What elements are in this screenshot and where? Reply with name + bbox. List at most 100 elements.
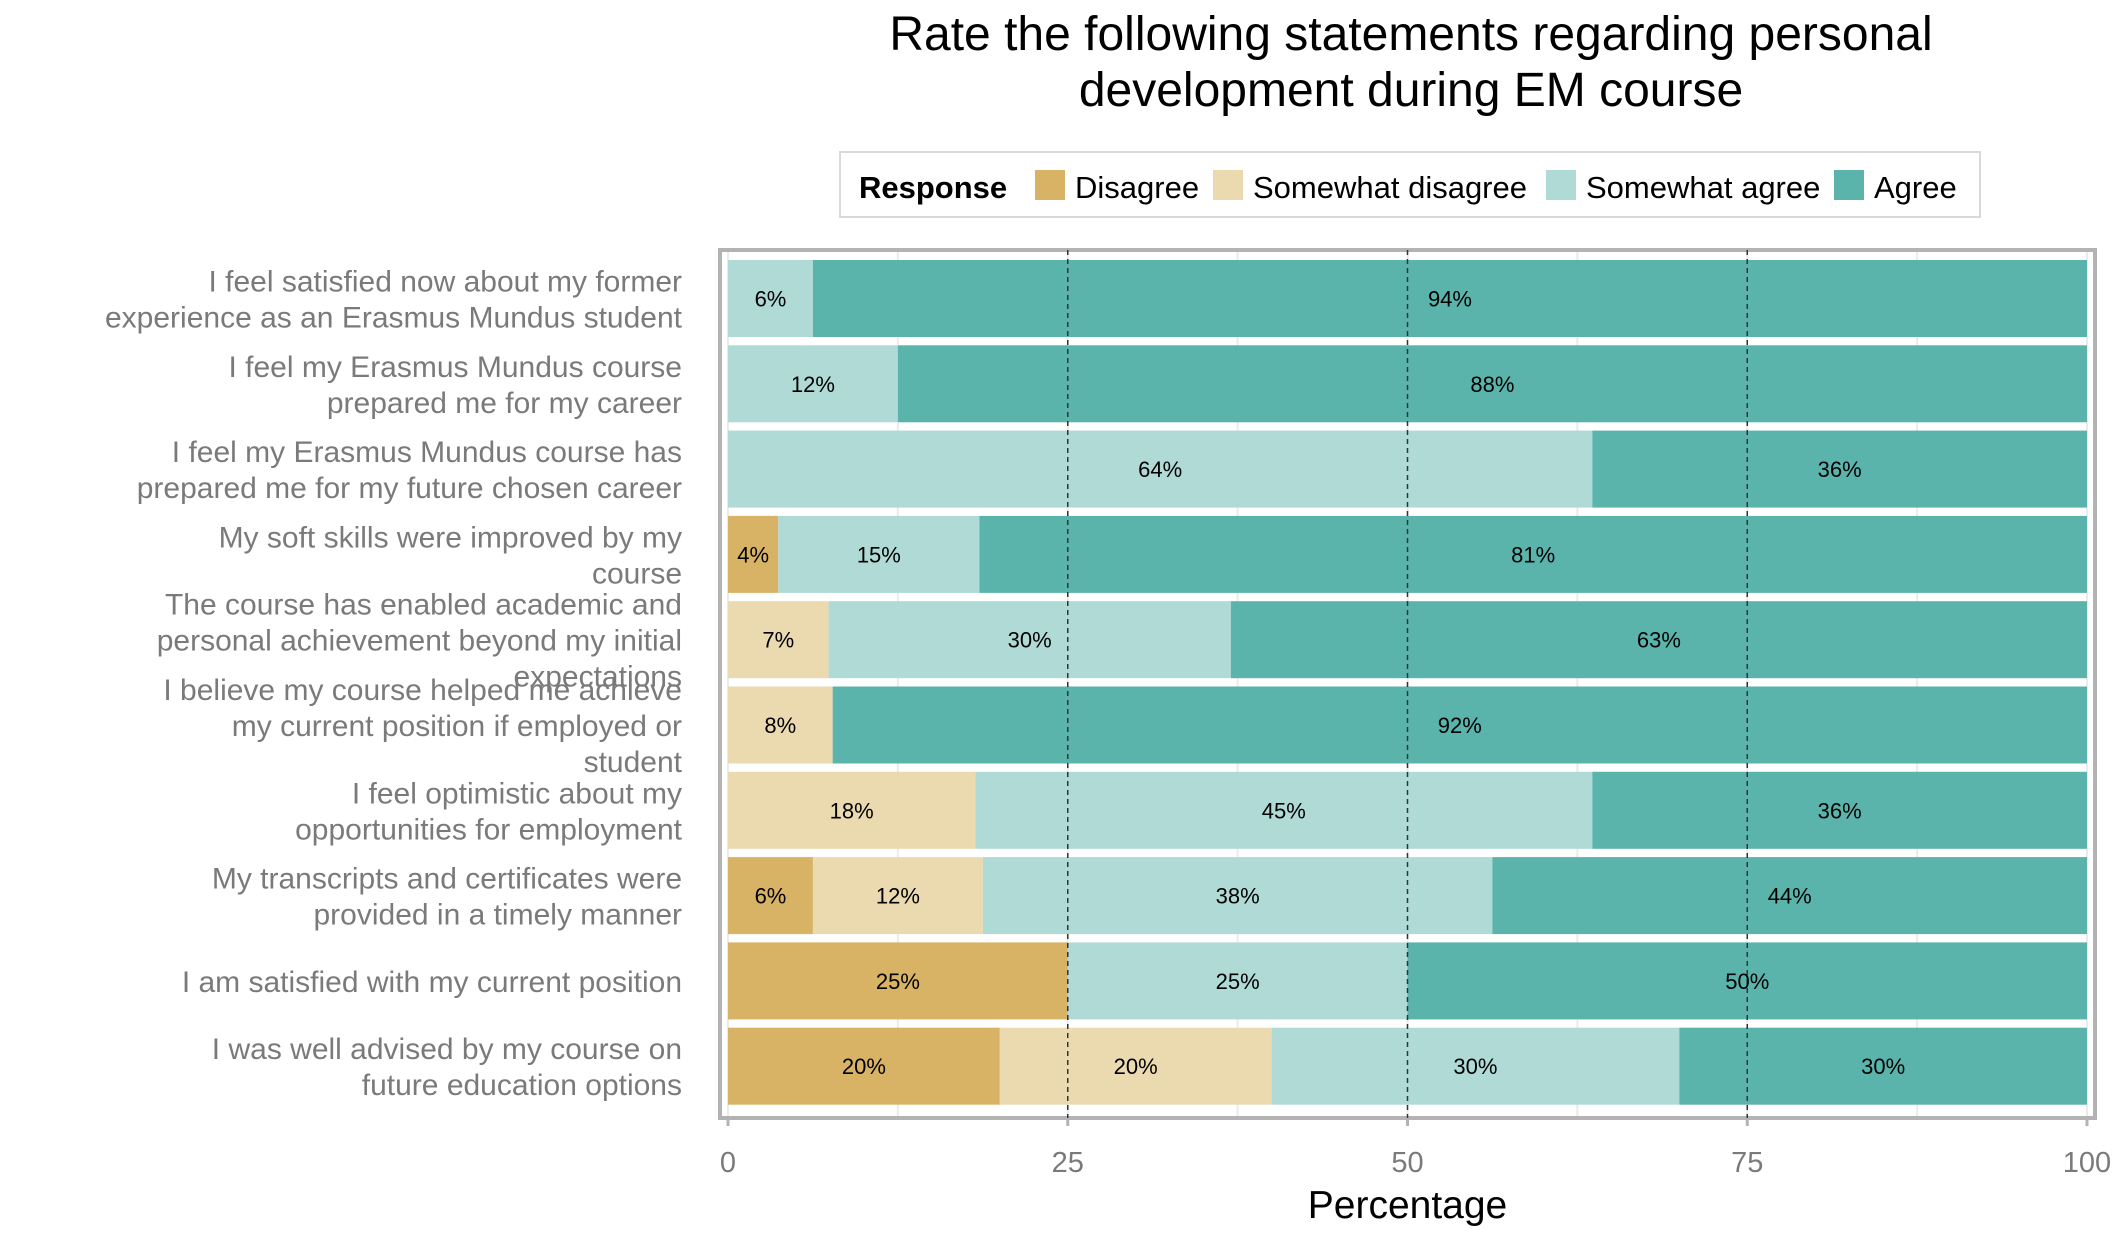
x-tick-label: 75 xyxy=(1731,1147,1763,1179)
legend: Response Disagree Somewhat disagree Somewha… xyxy=(839,151,1981,218)
x-axis-title: Percentage xyxy=(1308,1184,1507,1227)
bar-value-label: 25% xyxy=(1216,969,1260,994)
bar-value-label: 30% xyxy=(1861,1054,1905,1079)
bar-value-label: 64% xyxy=(1138,457,1182,482)
bar-value-label: 92% xyxy=(1438,713,1482,738)
category-label: I feel satisfied now about my former xyxy=(208,266,682,299)
category-label: personal achievement beyond my initial xyxy=(157,625,682,658)
bar-segment xyxy=(728,857,813,935)
x-tick-label: 25 xyxy=(1052,1147,1084,1179)
category-label: I feel my Erasmus Mundus course xyxy=(228,351,682,384)
bar-segment xyxy=(1271,1027,1680,1105)
reference-lines xyxy=(1067,250,1748,1118)
legend-label: Disagree xyxy=(1075,170,1199,205)
bar-segment xyxy=(812,260,2087,337)
bar-value-label: 44% xyxy=(1768,884,1812,909)
category-label: The course has enabled academic and xyxy=(165,589,682,622)
bar-segment xyxy=(728,515,779,593)
bar-labels: 6% 94% 12% 88% 64% 36% 4% 15% 81% 7% 30% 63% 8% 92% 18… xyxy=(737,287,1905,1080)
legend-swatch xyxy=(1213,170,1243,200)
bar-segment xyxy=(999,1027,1272,1105)
category-label: future education options xyxy=(362,1069,682,1102)
bar-segment xyxy=(1592,430,2087,508)
bar-segment xyxy=(1492,857,2087,935)
category-label: I am satisfied with my current position xyxy=(182,966,682,999)
category-label: prepared me for my career xyxy=(327,387,682,420)
bar-segment xyxy=(812,857,983,935)
x-tick-label: 100 xyxy=(2063,1147,2111,1179)
bar-segment xyxy=(828,601,1231,679)
bar-segment xyxy=(728,601,829,679)
bar-value-label: 36% xyxy=(1818,798,1862,823)
category-label: My soft skills were improved by my xyxy=(219,521,682,554)
bar-segment xyxy=(982,857,1493,935)
bar-value-label: 12% xyxy=(876,884,920,909)
bar-value-label: 94% xyxy=(1428,287,1472,312)
category-label: opportunities for employment xyxy=(295,813,683,846)
bar-value-label: 12% xyxy=(791,372,835,397)
bar-segment xyxy=(1067,942,1408,1020)
bars xyxy=(728,260,2087,1105)
bar-value-label: 7% xyxy=(762,628,794,653)
bar-value-label: 18% xyxy=(830,798,874,823)
bar-segment xyxy=(778,515,980,593)
legend-swatch xyxy=(1035,170,1065,200)
legend-label: Somewhat disagree xyxy=(1253,170,1527,205)
bar-value-label: 88% xyxy=(1470,372,1514,397)
category-label: I believe my course helped me achieve xyxy=(163,674,682,707)
legend-swatch xyxy=(1834,170,1864,200)
category-label: My transcripts and certificates were xyxy=(212,863,682,896)
bar-value-label: 45% xyxy=(1262,798,1306,823)
bar-segment xyxy=(728,771,976,849)
category-label: course xyxy=(592,557,682,590)
bar-value-label: 15% xyxy=(857,542,901,567)
bar-segment xyxy=(1592,771,2087,849)
bar-segment xyxy=(728,942,1068,1020)
bar-value-label: 6% xyxy=(755,884,787,909)
bar-value-label: 38% xyxy=(1216,884,1260,909)
category-label: prepared me for my future chosen career xyxy=(137,472,682,505)
chart-title-line: development during EM course xyxy=(1079,64,1743,117)
bar-value-label: 36% xyxy=(1818,457,1862,482)
legend-label: Somewhat agree xyxy=(1586,170,1820,205)
category-label: I feel my Erasmus Mundus course has xyxy=(172,436,682,469)
bar-segment xyxy=(728,345,898,423)
bar-segment xyxy=(728,686,833,764)
category-label: I was well advised by my course on xyxy=(212,1033,682,1066)
x-tick-label: 50 xyxy=(1391,1147,1423,1179)
bar-value-label: 4% xyxy=(737,542,769,567)
category-label: provided in a timely manner xyxy=(313,899,682,932)
chart-title: Rate the following statements regarding … xyxy=(889,8,1932,117)
legend-label: Agree xyxy=(1874,170,1957,205)
category-label: experience as an Erasmus Mundus student xyxy=(105,302,683,335)
bar-value-label: 63% xyxy=(1637,628,1681,653)
bar-segment xyxy=(728,430,1593,508)
chart-title-line: Rate the following statements regarding … xyxy=(889,8,1932,61)
bar-value-label: 6% xyxy=(755,287,787,312)
bar-value-label: 30% xyxy=(1008,628,1052,653)
category-label: student xyxy=(584,746,683,779)
bar-value-label: 81% xyxy=(1511,542,1555,567)
bar-segment xyxy=(728,260,813,337)
category-label: my current position if employed or xyxy=(232,710,682,743)
bar-segment xyxy=(1230,601,2087,679)
bar-segment xyxy=(979,515,2087,593)
category-label: I feel optimistic about my xyxy=(352,777,682,810)
category-label: expectations xyxy=(514,661,682,694)
x-axis: 0 25 50 75 100 Percentage xyxy=(720,1118,2111,1227)
category-labels: I feel satisfied now about my formerexpe… xyxy=(105,266,683,1103)
bar-value-label: 20% xyxy=(842,1054,886,1079)
bar-value-label: 8% xyxy=(764,713,796,738)
bar-segment xyxy=(728,1027,1000,1105)
legend-swatch xyxy=(1546,170,1576,200)
bar-segment xyxy=(975,771,1593,849)
bar-segment xyxy=(897,345,2087,423)
legend-box xyxy=(839,151,1981,218)
bar-value-label: 25% xyxy=(876,969,920,994)
bar-value-label: 50% xyxy=(1725,969,1769,994)
x-tick-label: 0 xyxy=(720,1147,736,1179)
legend-title: Response xyxy=(859,170,1007,205)
bar-segment xyxy=(832,686,2087,764)
bar-value-label: 20% xyxy=(1114,1054,1158,1079)
